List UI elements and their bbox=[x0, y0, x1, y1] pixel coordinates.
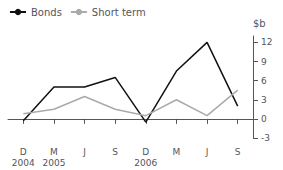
svg-text:3: 3 bbox=[261, 95, 267, 105]
svg-text:D: D bbox=[20, 147, 27, 157]
svg-text:J: J bbox=[205, 147, 209, 157]
svg-text:M: M bbox=[50, 147, 58, 157]
svg-text:Bonds: Bonds bbox=[31, 7, 62, 18]
svg-text:2006: 2006 bbox=[134, 158, 157, 168]
svg-text:9: 9 bbox=[261, 57, 267, 67]
svg-text:12: 12 bbox=[261, 37, 272, 47]
svg-text:S: S bbox=[112, 147, 118, 157]
svg-text:S: S bbox=[235, 147, 241, 157]
svg-text:J: J bbox=[82, 147, 86, 157]
svg-text:$b: $b bbox=[253, 18, 266, 29]
svg-text:Short term: Short term bbox=[92, 7, 146, 18]
svg-text:2004: 2004 bbox=[12, 158, 35, 168]
svg-text:2005: 2005 bbox=[42, 158, 65, 168]
svg-text:6: 6 bbox=[261, 76, 267, 86]
svg-text:-3: -3 bbox=[261, 133, 270, 143]
svg-text:D: D bbox=[142, 147, 149, 157]
svg-text:M: M bbox=[173, 147, 181, 157]
svg-text:0: 0 bbox=[261, 114, 267, 124]
